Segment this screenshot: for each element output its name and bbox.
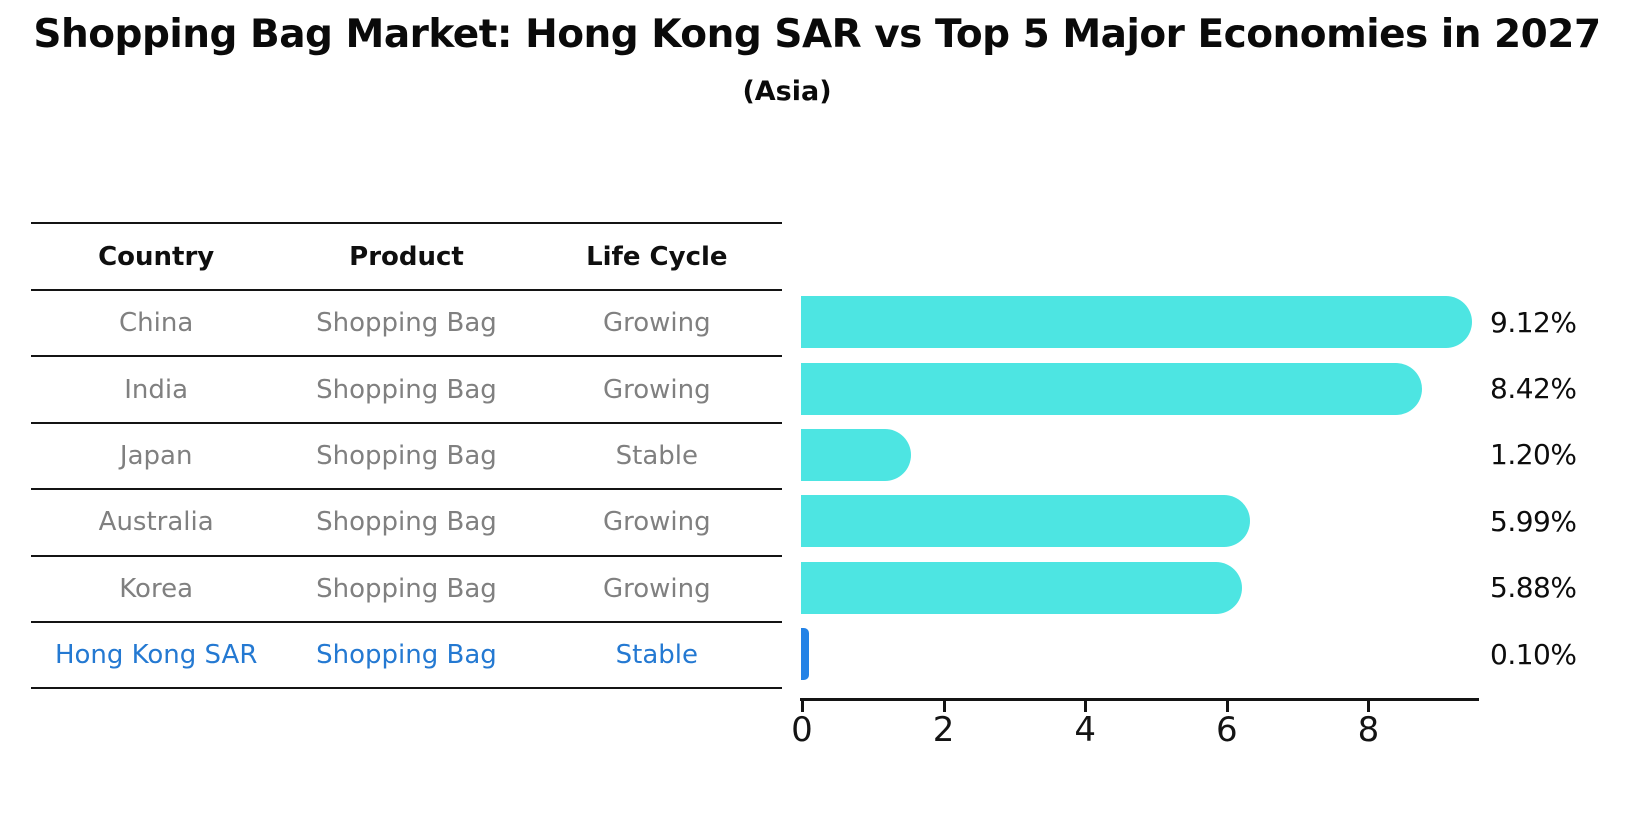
table-header-country: Country [98, 241, 215, 272]
table-row: China Shopping Bag Growing [31, 291, 782, 358]
table-cell-life-cycle: Growing [602, 507, 711, 538]
table-cell-country: Japan [119, 440, 193, 471]
table-header-row: Country Product Life Cycle [31, 224, 782, 291]
bar-value-label: 1.20% [1490, 438, 1577, 472]
bar-australia [801, 495, 1250, 548]
table-header-product: Product [349, 241, 464, 272]
table-cell-product: Shopping Bag [316, 640, 497, 671]
table-row: Japan Shopping Bag Stable [31, 424, 782, 491]
table-cell-product: Shopping Bag [316, 374, 497, 405]
x-axis-tick-label: 0 [791, 710, 813, 750]
bar-japan [801, 428, 911, 481]
table-cell-product: Shopping Bag [316, 573, 497, 604]
country-table: Country Product Life Cycle China Shopping… [31, 222, 782, 690]
table-cell-country: Korea [119, 573, 194, 604]
x-axis-tick-label: 8 [1357, 710, 1380, 750]
x-axis-line [800, 698, 1479, 701]
bar-value-label: 9.12% [1490, 305, 1577, 339]
table-row: India Shopping Bag Growing [31, 357, 782, 424]
x-axis-tick-mark [1367, 700, 1371, 712]
x-axis-tick-label: 4 [1074, 710, 1096, 750]
table-cell-product: Shopping Bag [316, 440, 497, 471]
bar-value-label: 0.10% [1490, 637, 1577, 671]
table-cell-product: Shopping Bag [316, 308, 497, 339]
bar-hong-kong-sar [801, 628, 809, 681]
table-cell-country: Hong Kong SAR [54, 640, 258, 671]
value-label-column: 9.12% 8.42% 1.20% 5.99% 5.88% 0.10% [1490, 289, 1630, 687]
table-cell-country: India [124, 374, 189, 405]
bar-row [801, 555, 1481, 621]
table-row: Hong Kong SAR Shopping Bag Stable [31, 623, 782, 687]
bar-row [801, 355, 1481, 421]
table-cell-country: Australia [98, 507, 214, 538]
bar-value-label: 5.99% [1490, 504, 1577, 538]
x-axis-tick-mark [1225, 700, 1229, 712]
chart-subtitle: (Asia) [742, 76, 832, 107]
x-axis-tick-label: 6 [1215, 710, 1238, 750]
bar-row [801, 289, 1481, 355]
bar-value-label: 8.42% [1490, 372, 1577, 406]
bar-india [801, 362, 1422, 415]
table-body: China Shopping Bag Growing India Shopping Ba… [31, 291, 782, 687]
bar-row [801, 488, 1481, 554]
bar-row [801, 621, 1481, 687]
x-axis-tick-label: 2 [932, 710, 955, 750]
chart-title: Shopping Bag Market: Hong Kong SAR vs To… [33, 12, 1601, 57]
table-cell-life-cycle: Growing [602, 374, 711, 405]
bar-plot-area [801, 289, 1481, 687]
x-axis-tick-mark [942, 700, 946, 712]
table-cell-country: China [119, 308, 194, 339]
table-cell-life-cycle: Stable [615, 640, 698, 671]
bar-korea [801, 561, 1242, 614]
bar-row [801, 422, 1481, 488]
x-axis-tick-mark [801, 700, 804, 712]
x-axis-tick-mark [1084, 700, 1088, 712]
table-cell-life-cycle: Growing [602, 573, 711, 604]
table-cell-life-cycle: Stable [615, 440, 698, 471]
bar-value-label: 5.88% [1490, 571, 1577, 605]
table-cell-life-cycle: Growing [602, 308, 711, 339]
table-row: Australia Shopping Bag Growing [31, 490, 782, 557]
table-header-life-cycle: Life Cycle [586, 241, 728, 272]
table-row: Korea Shopping Bag Growing [31, 557, 782, 623]
bar-china [801, 296, 1472, 349]
table-cell-product: Shopping Bag [316, 507, 497, 538]
